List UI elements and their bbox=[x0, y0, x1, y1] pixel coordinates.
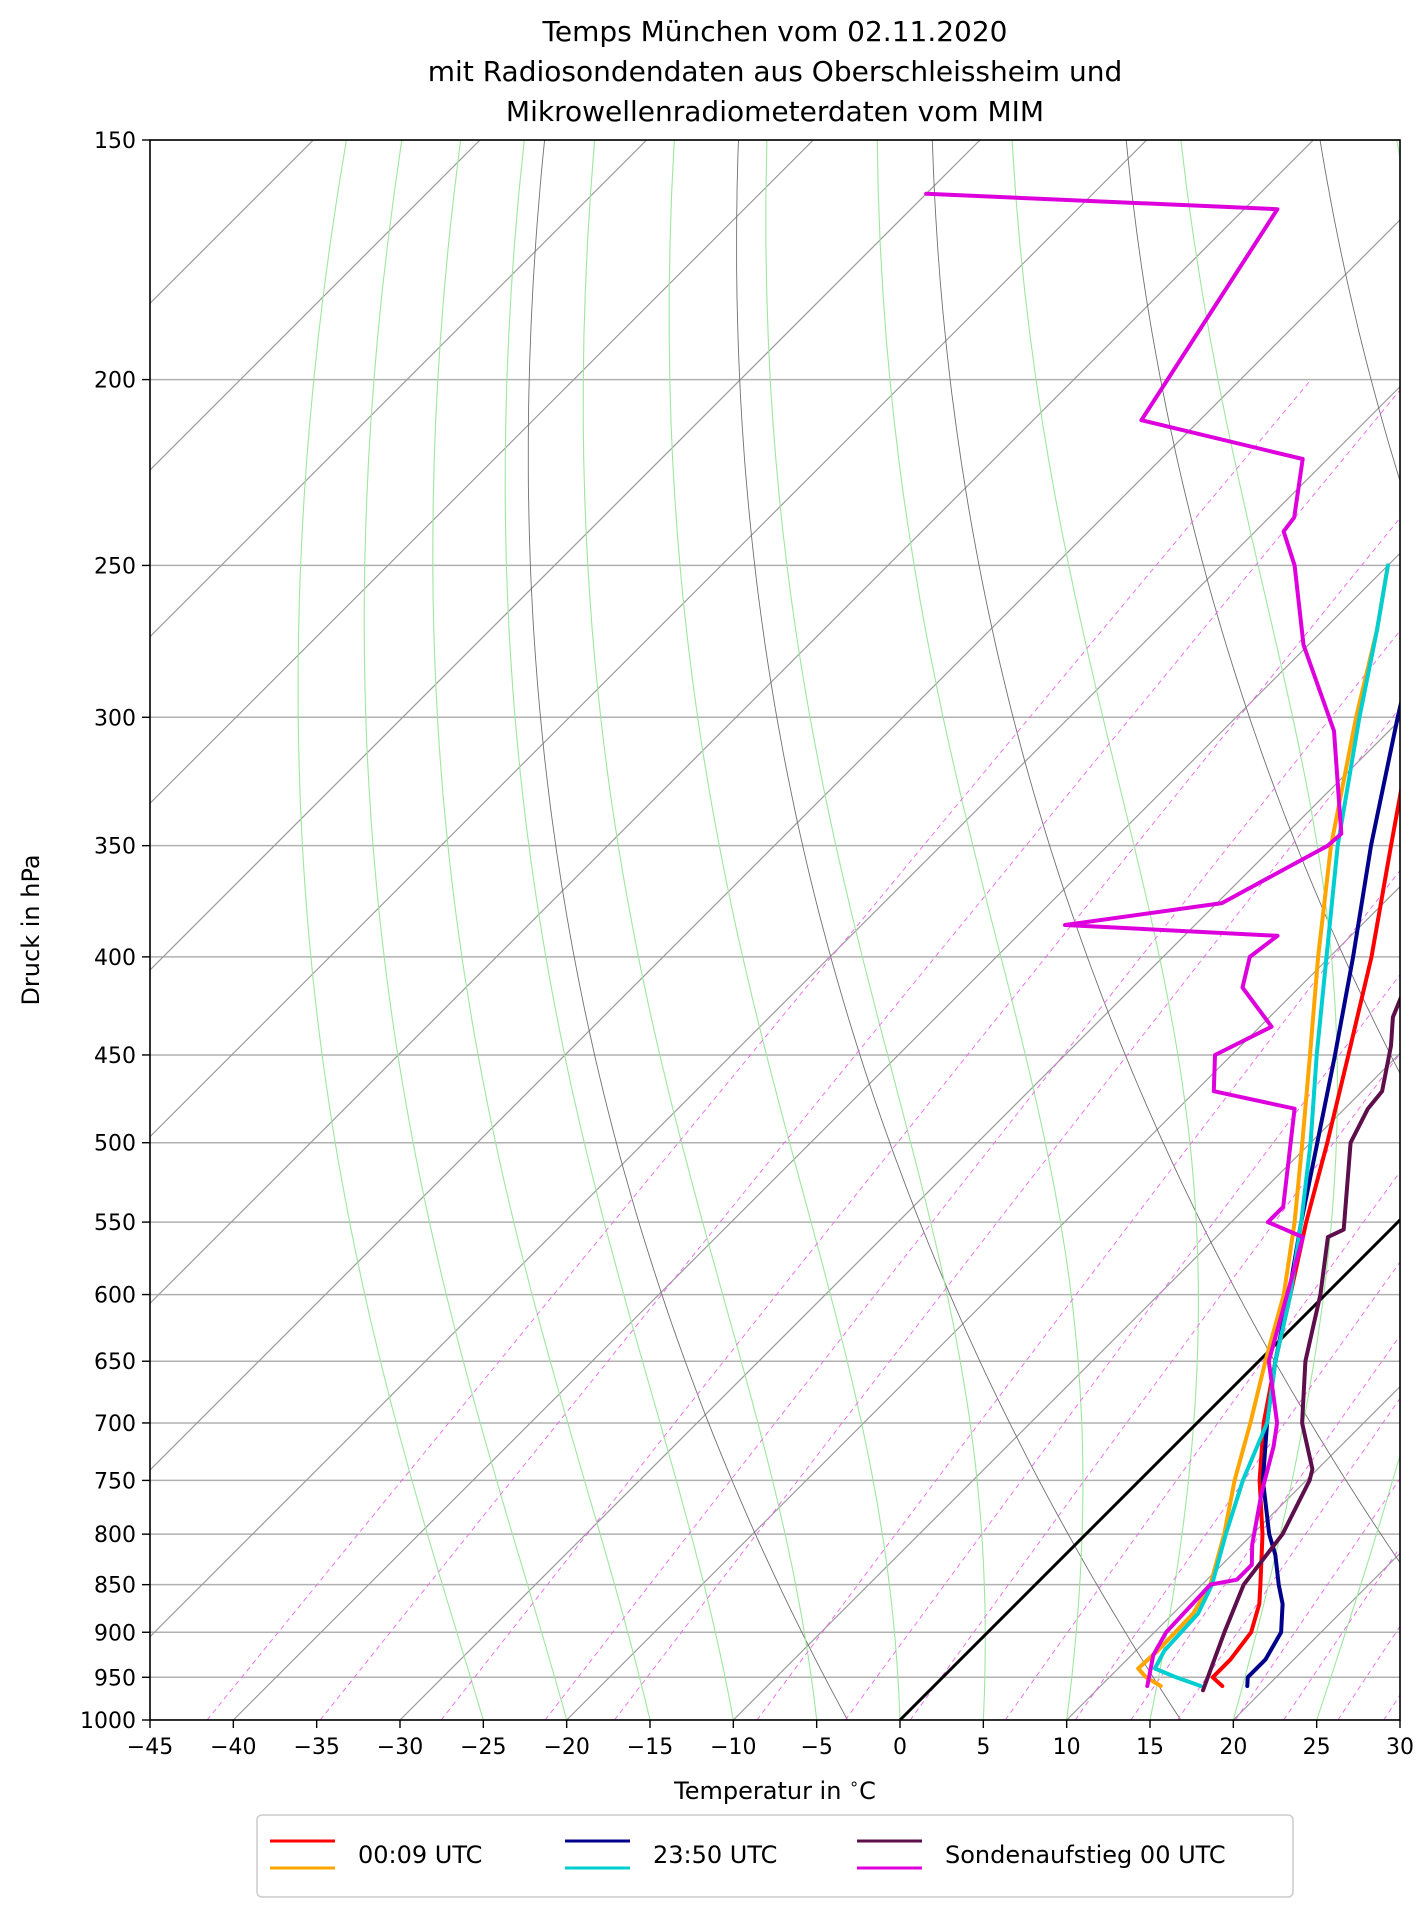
y-tick-label: 450 bbox=[94, 1044, 136, 1069]
x-tick-label: 5 bbox=[976, 1735, 990, 1760]
y-tick-label: 550 bbox=[94, 1211, 136, 1236]
x-tick-label: 20 bbox=[1219, 1735, 1247, 1760]
y-tick-label: 200 bbox=[94, 369, 136, 394]
y-tick-label: 600 bbox=[94, 1284, 136, 1309]
y-tick-label: 850 bbox=[94, 1574, 136, 1599]
x-tick-label: −35 bbox=[293, 1735, 339, 1760]
x-tick-label: −10 bbox=[710, 1735, 756, 1760]
y-tick-label: 300 bbox=[94, 706, 136, 731]
x-axis-label: Temperatur in ∘C bbox=[673, 1774, 876, 1805]
x-tick-label: 10 bbox=[1053, 1735, 1081, 1760]
y-tick-label: 900 bbox=[94, 1621, 136, 1646]
y-tick-label: 150 bbox=[94, 129, 136, 154]
y-tick-label: 1000 bbox=[80, 1709, 136, 1734]
legend-label-2350-utc: 23:50 UTC bbox=[653, 1841, 777, 1869]
y-tick-label: 350 bbox=[94, 835, 136, 860]
y-tick-label: 950 bbox=[94, 1666, 136, 1691]
chart-title-line-3: Mikrowellenradiometerdaten vom MIM bbox=[506, 95, 1044, 128]
legend-label-0009-utc: 00:09 UTC bbox=[358, 1841, 482, 1869]
chart-title-line-2: mit Radiosondendaten aus Oberschleisshei… bbox=[428, 55, 1122, 88]
y-tick-label: 500 bbox=[94, 1132, 136, 1157]
x-tick-label: 25 bbox=[1303, 1735, 1331, 1760]
x-tick-label: −25 bbox=[460, 1735, 506, 1760]
x-tick-label: −40 bbox=[210, 1735, 256, 1760]
x-tick-label: 15 bbox=[1136, 1735, 1164, 1760]
legend: 00:09 UTC 23:50 UTC Sondenaufstieg 00 UT… bbox=[257, 1815, 1293, 1897]
x-tick-label: 30 bbox=[1386, 1735, 1414, 1760]
legend-label-sonde: Sondenaufstieg 00 UTC bbox=[945, 1841, 1226, 1869]
y-tick-label: 750 bbox=[94, 1469, 136, 1494]
y-tick-label: 250 bbox=[94, 554, 136, 579]
x-tick-label: −30 bbox=[377, 1735, 423, 1760]
x-tick-label: 0 bbox=[893, 1735, 907, 1760]
y-tick-label: 800 bbox=[94, 1523, 136, 1548]
x-tick-label: −20 bbox=[543, 1735, 589, 1760]
x-tick-label: −15 bbox=[627, 1735, 673, 1760]
x-tick-label: −5 bbox=[800, 1735, 832, 1760]
y-tick-label: 400 bbox=[94, 946, 136, 971]
y-axis-label: Druck in hPa bbox=[17, 854, 45, 1005]
y-tick-label: 650 bbox=[94, 1350, 136, 1375]
chart-title-line-1: Temps München vom 02.11.2020 bbox=[542, 15, 1008, 48]
y-tick-label: 700 bbox=[94, 1412, 136, 1437]
x-tick-label: −45 bbox=[127, 1735, 173, 1760]
